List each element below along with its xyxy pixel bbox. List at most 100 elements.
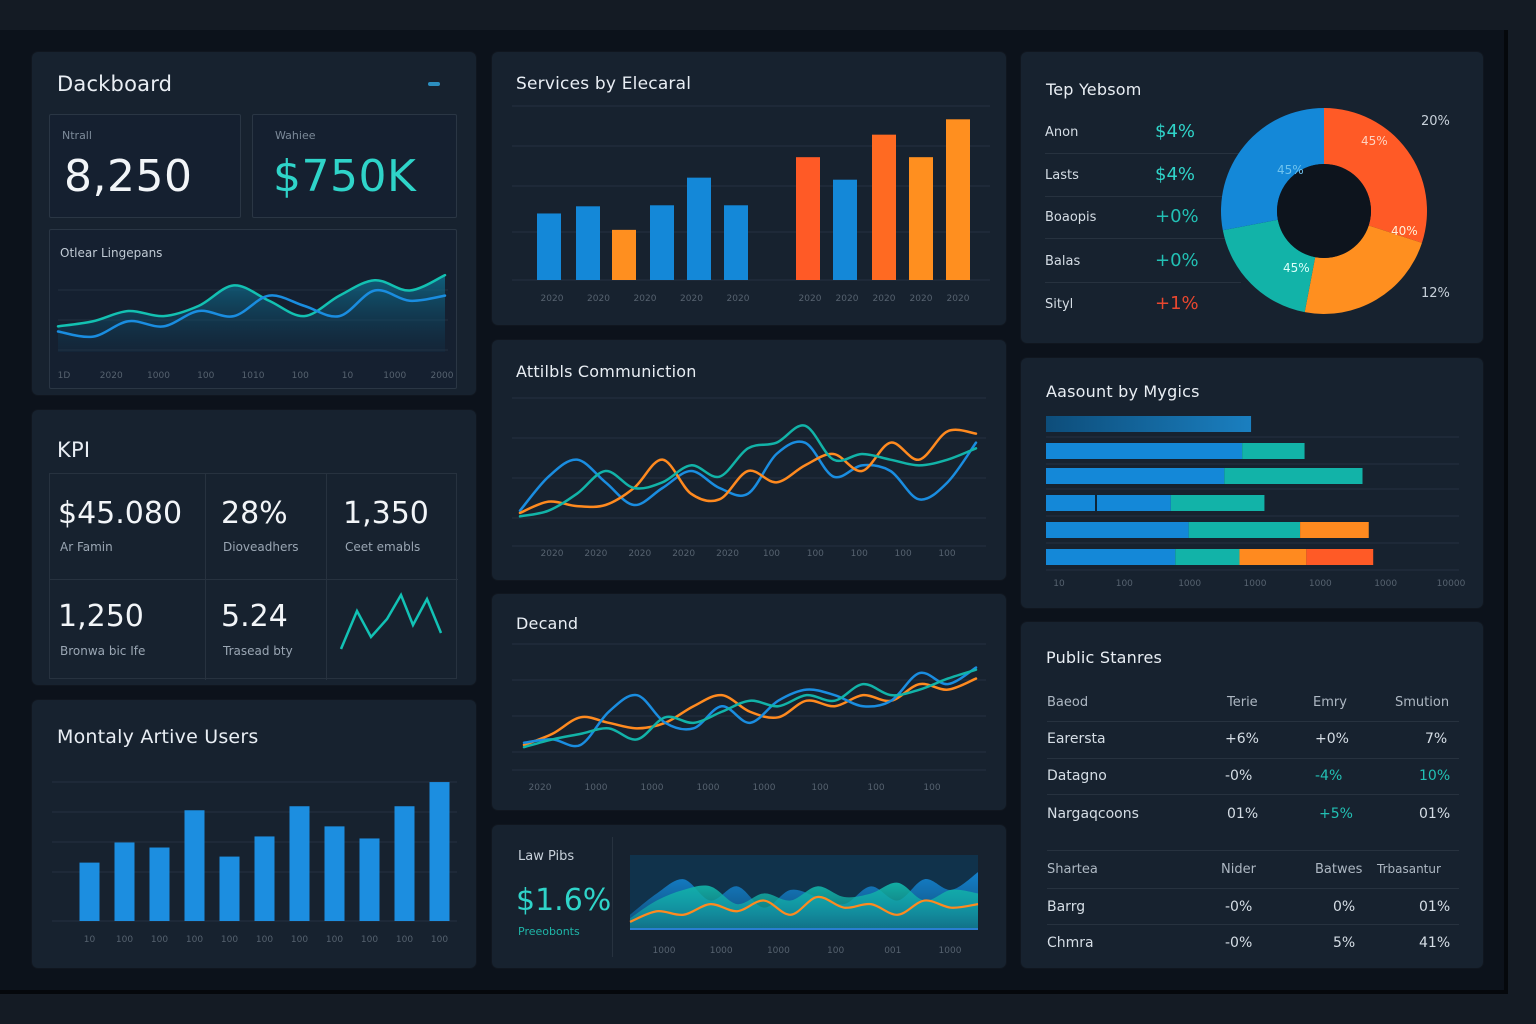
kpi-divider-h [50,579,458,580]
account-panel: Aasount by Mygics 10 100 1000 1000 1000 1000 1… [1021,358,1483,608]
bar [724,205,748,280]
chart-title: Otlear Lingepans [60,246,163,260]
x-tick-label: 100 [827,946,844,956]
row-divider [1045,196,1241,197]
table-header: Trbasantur [1377,862,1441,876]
top-row-value: $4% [1155,164,1196,185]
x-tick-label: 2020 [672,549,695,559]
attrib-panel: Attilbls Communiction 2020 2020 2020 2020 20… [492,340,1006,580]
x-tick-label: 2020 [541,294,564,304]
bar [946,119,970,281]
lawpibs-divider [612,837,613,957]
table-header: Baeod [1047,695,1089,710]
table-cell: 01% [1419,899,1451,915]
x-tick-label: 100 [895,549,912,559]
x-tick-label: 2020 [947,294,970,304]
top-panel: Tep Yebsom Anon $4% Lasts $4% Boaopis +0% Bala… [1021,52,1483,343]
bar [324,826,345,921]
donut-slice-teal [1222,219,1316,313]
bar-segment-blue [1046,495,1171,511]
row-divider [1047,758,1459,759]
row-divider [1045,153,1241,154]
x-tick-label: 1000 [1178,579,1201,589]
kpi-value: 5.24 [221,599,288,634]
bar-segment-blue [1046,549,1176,565]
bar-segment-blue [1046,443,1243,459]
x-tick-label: 2020 [873,294,896,304]
lawpibs-area-chart: 1000 1000 1000 100 001 1000 [629,855,979,956]
bar-segment-orange [1300,522,1369,538]
table-row-name: Barrg [1047,899,1086,915]
kpi-label: Ar Famin [60,540,113,554]
x-tick-label: 1000 [710,946,733,956]
kpi-label: Ceet emabls [345,540,421,554]
kpi-value: $45.080 [58,496,183,531]
x-tick-label: 100 [431,935,448,945]
trend-line-chart: 1D 2020 1000 100 1010 100 10 1000 2000 [56,273,454,381]
top-row-name: Lasts [1045,168,1079,183]
x-tick-label: 10 [342,371,354,381]
bar [796,157,820,280]
table-row-name: Nargaqcoons [1047,806,1139,822]
table-cell: -0% [1225,768,1253,784]
table-cell: 01% [1227,806,1259,822]
row-divider [1045,238,1241,239]
lawpibs-value: $1.6% [516,883,612,918]
table-header: Terie [1227,695,1258,710]
kpi-label: Trasead bty [223,644,293,658]
bar-segment-teal [1224,468,1363,484]
x-tick-label: 2020 [634,294,657,304]
account-stacked-bar-chart: 10 100 1000 1000 1000 1000 10000 [1046,416,1466,589]
series-line-orange [518,428,978,515]
bar [650,205,674,280]
decand-title: Decand [516,614,579,633]
lawpibs-panel: Law Pibs $1.6% Preeobonts 1000 1000 1000 10… [492,825,1006,968]
bar-segment-teal [1175,549,1240,565]
donut-label-teal: 45% [1283,261,1310,275]
panel-menu-icon[interactable] [428,82,440,86]
bar-segment-orange [1239,549,1307,565]
account-title: Aasount by Mygics [1046,382,1200,401]
donut-slice-blue [1221,108,1324,231]
x-tick-label: 100 [851,549,868,559]
table-cell: 0% [1333,899,1356,915]
stat-value: $750K [273,151,417,202]
table-cell: +6% [1225,731,1259,747]
stat-value: 8,250 [64,151,193,202]
x-tick-label: 100 [807,549,824,559]
dashboard-panel: Dackboard Ntrall 8,250 Wahiee $750K Otle… [32,52,476,395]
kpi-divider-v [205,474,206,680]
trend-area [58,275,445,352]
bar [909,157,933,280]
x-tick-label: 100 [326,935,343,945]
kpi-label: Bronwa bic Ife [60,644,146,658]
series-line-blue [518,440,978,512]
bar [833,179,857,280]
row-divider [1047,850,1459,851]
table-cell: -0% [1225,935,1253,951]
attrib-title: Attilbls Communiction [516,362,697,381]
bar [429,782,450,921]
bar [254,836,275,921]
lawpibs-sub: Preeobonts [518,925,580,938]
x-tick-label: 100 [938,549,955,559]
row-divider [1047,924,1459,925]
top-title: Tep Yebsom [1046,80,1142,99]
decand-line-chart: 2020 1000 1000 1000 1000 100 100 100 [512,643,986,793]
series-line-teal [518,424,978,518]
row-divider [1047,794,1459,795]
table-cell: 5% [1333,935,1356,951]
trend-chart-box: Otlear Lingepans 1D 2020 1000 100 1010 100 10 1… [49,229,457,389]
x-tick-label: 2020 [836,294,859,304]
bar [872,134,896,280]
x-tick-label: 2020 [541,549,564,559]
bar [289,806,310,921]
x-tick-label: 2020 [680,294,703,304]
x-tick-label: 2020 [628,549,651,559]
donut-label-blue: 45% [1277,163,1304,177]
x-tick-label: 2020 [100,371,123,381]
top-row-name: Balas [1045,254,1081,269]
services-title: Services by Elecaral [516,74,692,94]
table-header: Emry [1313,695,1347,710]
table-row-name: Chmra [1047,935,1094,951]
